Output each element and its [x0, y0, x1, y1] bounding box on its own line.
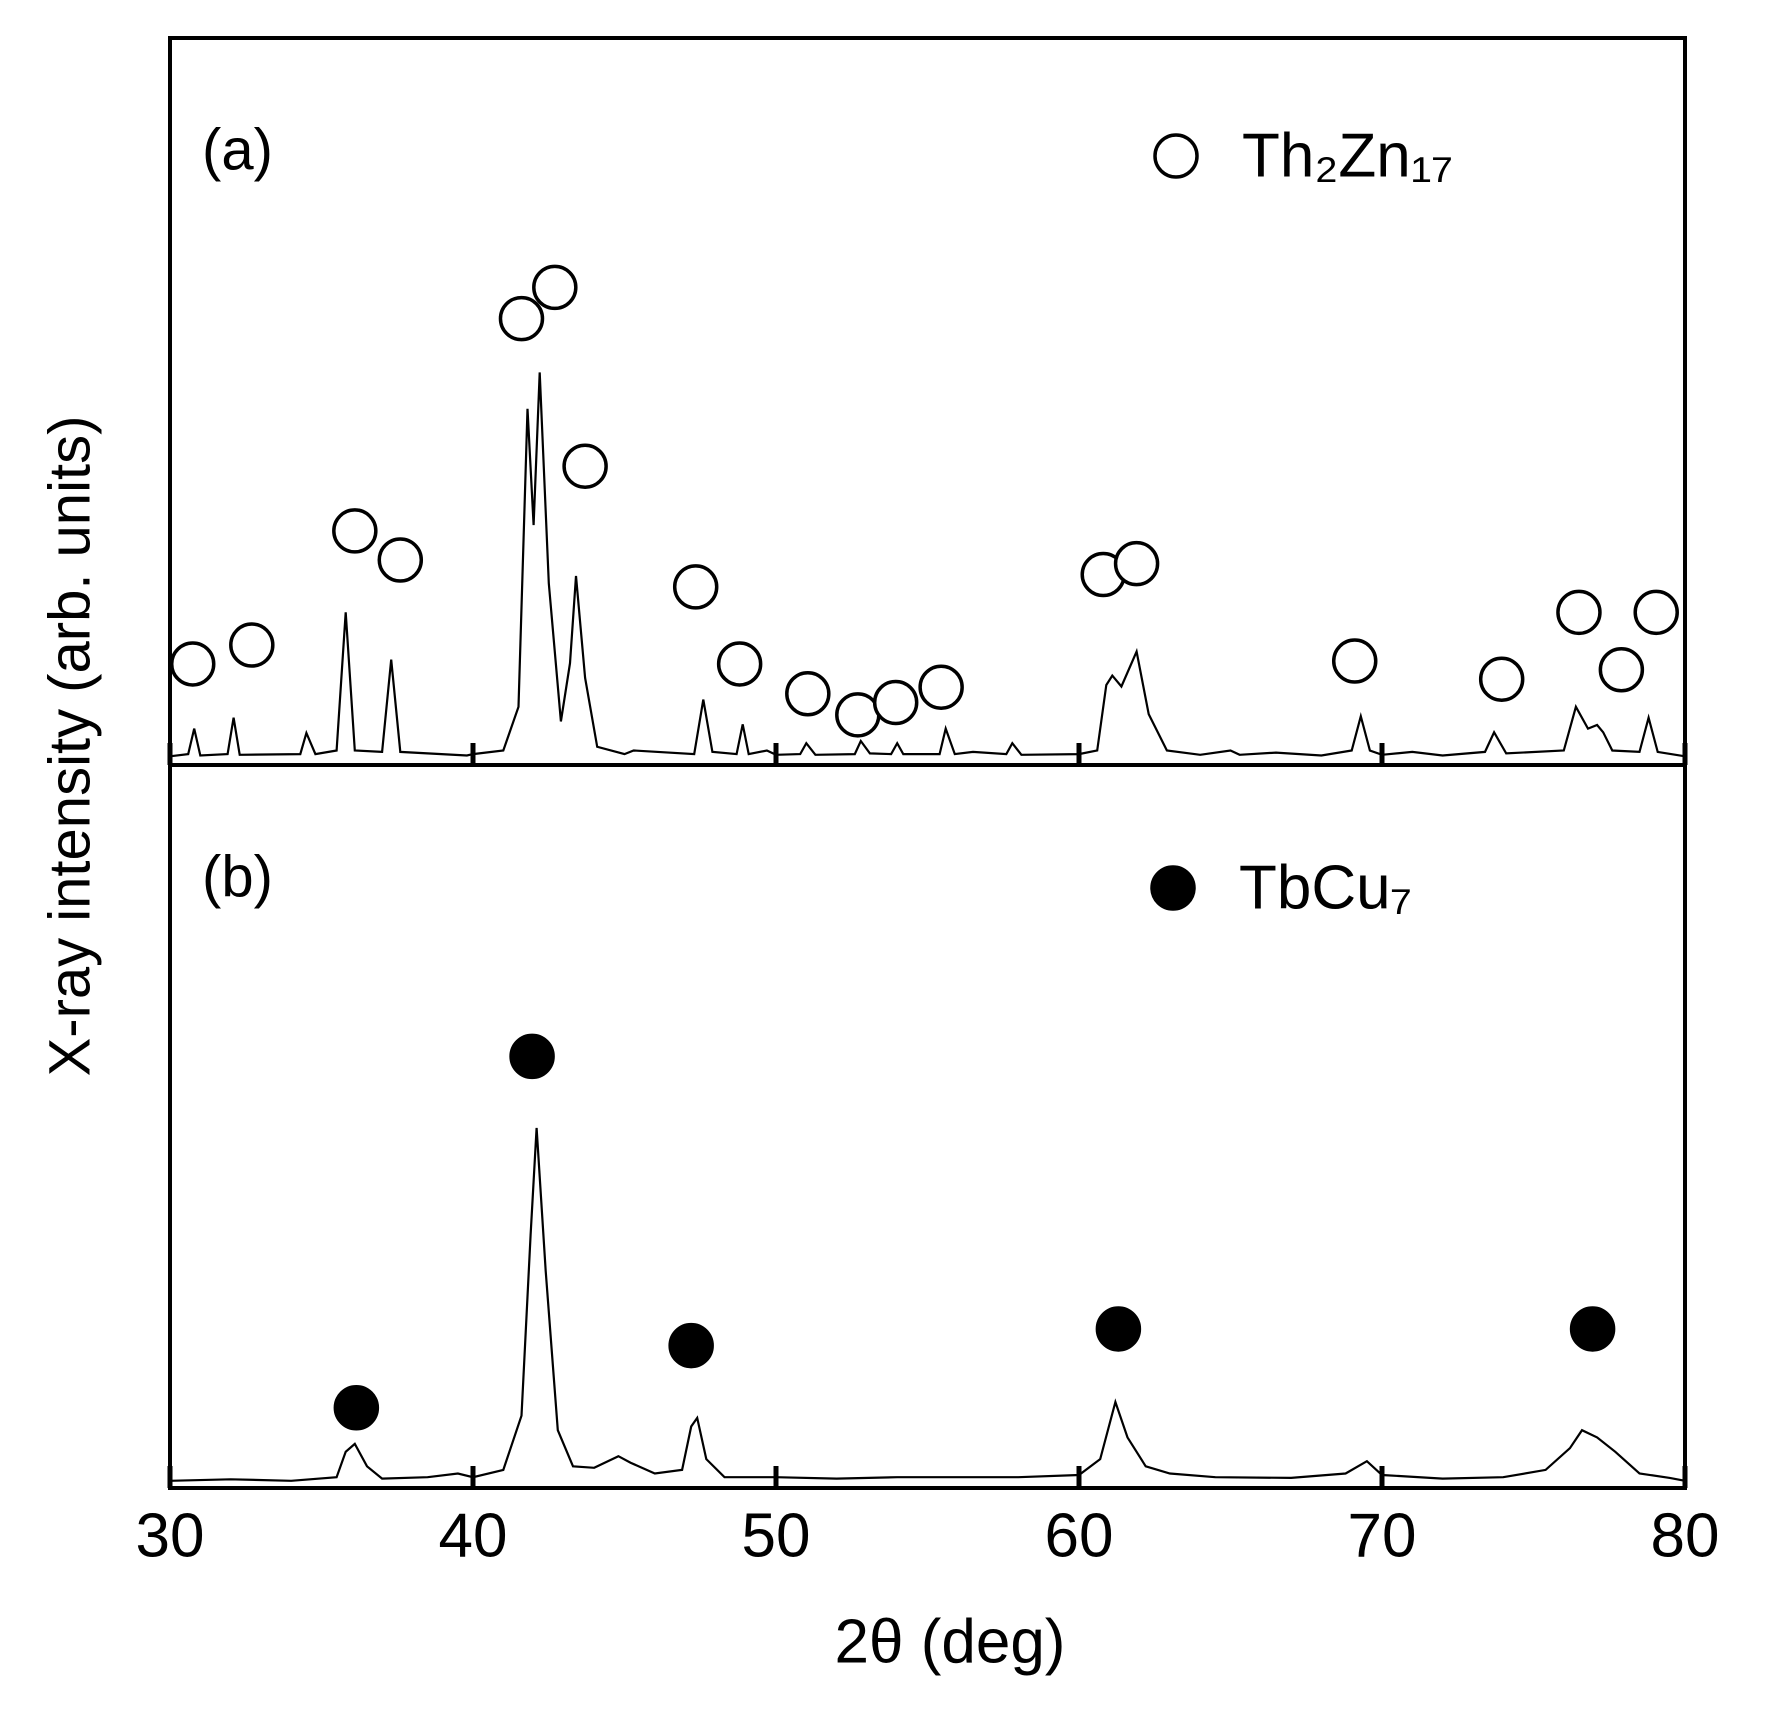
- peak-marker: [1113, 540, 1160, 587]
- peak-marker: [377, 537, 424, 583]
- legend-marker: [1153, 133, 1199, 179]
- peak-marker: [835, 692, 881, 738]
- peak-marker: [1633, 589, 1679, 636]
- y-axis-label: X-ray intensity (arb. units): [37, 416, 102, 1077]
- legend-marker: [1150, 865, 1196, 911]
- x-tick-label: 70: [1348, 1501, 1417, 1570]
- panel-label: (b): [202, 844, 273, 909]
- peak-marker: [672, 564, 719, 610]
- x-tick-label: 50: [742, 1501, 811, 1570]
- peak-marker: [872, 679, 919, 726]
- plot-frame: [168, 36, 1687, 767]
- x-tick-label: 30: [136, 1501, 205, 1570]
- peak-marker: [1095, 1306, 1142, 1352]
- peak-marker: [1569, 1306, 1616, 1352]
- peak-marker: [1478, 656, 1525, 702]
- peak-marker: [532, 264, 578, 311]
- legend-label: TbCu₇: [1239, 853, 1412, 922]
- legend-label: Th₂Zn₁₇: [1242, 121, 1453, 190]
- peak-marker: [562, 443, 608, 489]
- x-axis-label: 2θ (deg): [835, 1607, 1066, 1676]
- peak-marker: [509, 1033, 555, 1080]
- spectrum: [169, 372, 1686, 758]
- peak-marker: [1598, 647, 1645, 693]
- peak-marker: [333, 1384, 380, 1431]
- x-tick-label: 60: [1045, 1501, 1114, 1570]
- peak-marker: [918, 664, 964, 710]
- peak-marker: [332, 508, 378, 554]
- peak-marker: [229, 622, 275, 668]
- peak-marker: [1331, 638, 1378, 684]
- x-tick-label: 80: [1651, 1501, 1720, 1570]
- peak-marker: [668, 1322, 714, 1369]
- spectrum: [169, 1127, 1686, 1482]
- peak-marker: [785, 671, 831, 717]
- panel-label: (a): [202, 117, 273, 182]
- peak-marker: [716, 641, 763, 687]
- peak-marker: [498, 295, 545, 342]
- plot-frame: [168, 763, 1687, 1490]
- peak-marker: [169, 641, 216, 687]
- x-tick-label: 40: [439, 1501, 508, 1570]
- peak-marker: [1556, 589, 1602, 636]
